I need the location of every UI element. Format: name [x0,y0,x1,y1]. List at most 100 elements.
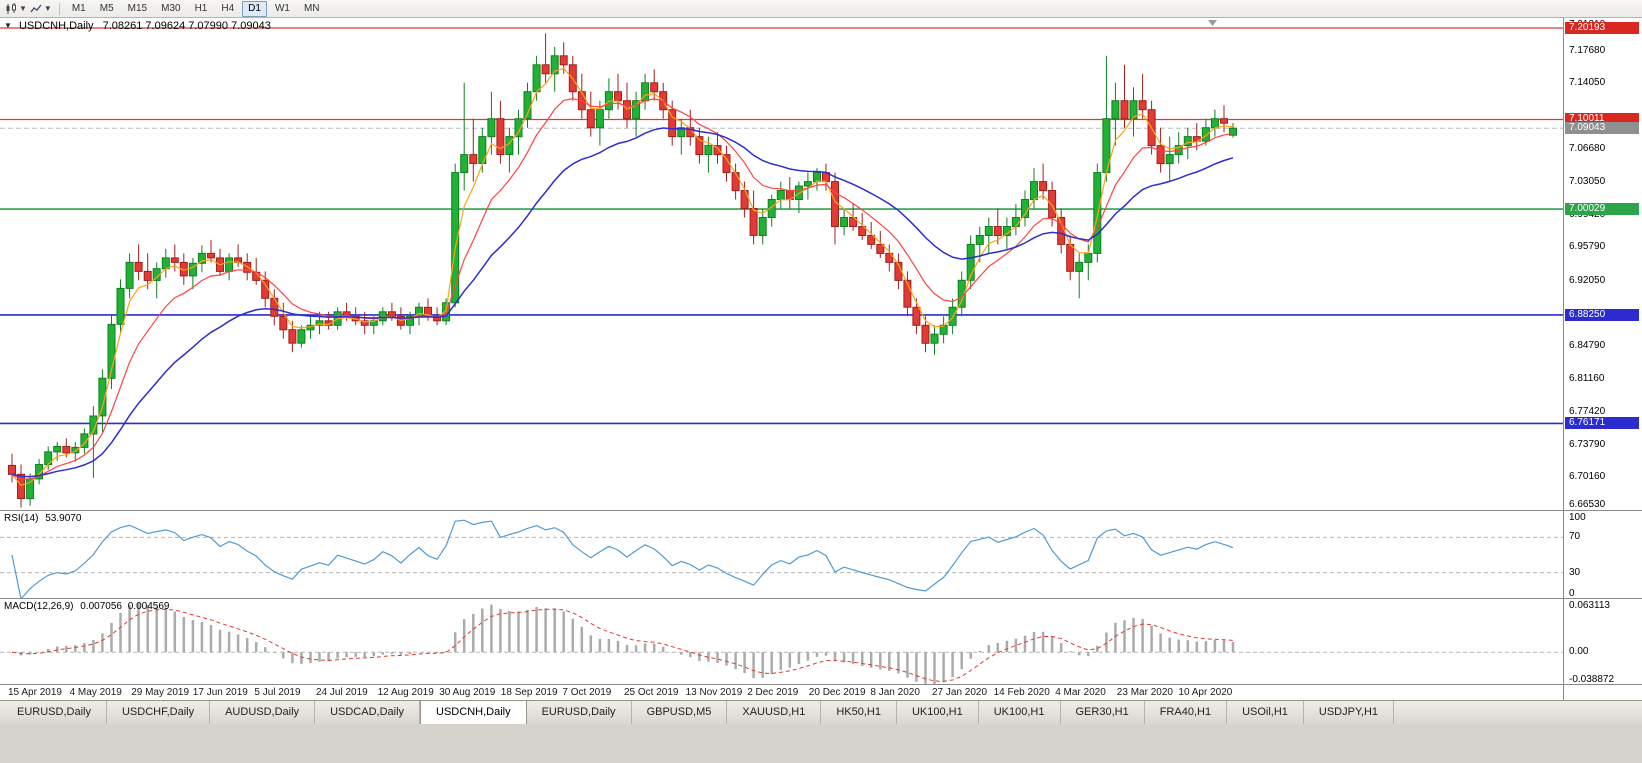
price-tick-label: 6.81160 [1569,372,1605,384]
chart-shift-marker-icon[interactable] [1208,20,1217,26]
candle [1066,235,1075,281]
candle [1165,136,1174,182]
candle [188,257,197,290]
price-chart-canvas[interactable] [0,18,1563,510]
timeframe-button-m15[interactable]: M15 [127,2,148,14]
rsi-pane[interactable]: RSI(14) 53.9070 [0,510,1563,601]
candle [632,91,641,137]
timeframe-toolbar: ▼ ▼ M1 M5 M15 M30 H1 H4 D1 W1 MN [0,0,1642,18]
rsi-scale[interactable]: 100 70 30 0 [1564,510,1642,599]
rsi-label: RSI(14) 53.9070 [4,513,81,524]
candle [143,253,152,290]
chart-tab-uk100-h1[interactable]: UK100,H1 [897,701,979,724]
price-scale[interactable]: 7.213107.176807.140507.066807.030506.994… [1563,18,1642,700]
candle [894,253,903,290]
candle [885,244,894,272]
candle [460,82,469,191]
candle [297,325,306,348]
macd-canvas[interactable] [0,599,1563,685]
candle [641,73,650,110]
chart-tab-gbpusd-m5[interactable]: GBPUSD,M5 [632,701,728,724]
candle [623,82,631,128]
timeframe-button-m30[interactable]: M30 [161,2,181,14]
timeframe-button-d1[interactable]: D1 [242,0,267,17]
chart-tab-audusd-daily[interactable]: AUDUSD,Daily [210,701,316,724]
candle [170,244,179,272]
timeframe-button-m1[interactable]: M1 [71,2,86,14]
chart-tab-usoil-h1[interactable]: USOil,H1 [1227,701,1304,724]
candle [903,271,912,317]
main-chart-svg[interactable] [0,18,1563,510]
candle [749,190,758,245]
chart-tab-usdchf-daily[interactable]: USDCHF,Daily [107,701,211,724]
date-axis-label: 30 Aug 2019 [439,687,496,698]
candle [966,235,975,290]
price-tick-label: 7.03050 [1569,176,1606,187]
chart-tab-ger30-h1[interactable]: GER30,H1 [1061,701,1145,724]
candle [1084,244,1093,281]
candle [35,459,44,485]
chart-tab-usdcad-daily[interactable]: USDCAD,Daily [315,701,421,724]
date-axis-label: 13 Nov 2019 [685,687,743,698]
chart-tab-fra40-h1[interactable]: FRA40,H1 [1145,701,1228,724]
candle [216,248,224,276]
candle [152,262,161,299]
timeframe-button-w1[interactable]: W1 [274,2,290,14]
macd-svg[interactable] [0,599,1563,685]
date-axis-label: 17 Jun 2019 [192,687,248,698]
indicators-icon[interactable] [30,3,43,15]
rsi-line [11,519,1234,601]
candle [939,316,948,344]
candle [776,181,785,209]
date-axis-label: 10 Apr 2020 [1178,687,1233,698]
timeframe-button-mn[interactable]: MN [303,2,320,14]
candle [1093,163,1102,263]
candle [831,172,839,245]
candle [505,127,514,173]
symbol-dropdown-icon[interactable]: ▼ [4,21,12,30]
chart-tab-eurusd-daily[interactable]: EURUSD,Daily [2,701,107,724]
date-axis[interactable]: 15 Apr 2019 4 May 2019 29 May 2019 17 Jun 2… [0,684,1563,700]
timeframe-button-m5[interactable]: M5 [99,2,114,14]
chart-tab-uk100-h1[interactable]: UK100,H1 [979,701,1061,724]
rsi-canvas[interactable] [0,511,1563,601]
date-axis-label: 29 May 2019 [131,687,190,698]
candle [17,464,25,508]
chart-tab-usdjpy-h1[interactable]: USDJPY,H1 [1304,701,1395,724]
candle [1220,105,1228,133]
rsi-svg[interactable] [0,511,1563,601]
chart-tab-xauusd-h1[interactable]: XAUUSD,H1 [727,701,822,724]
chart-tab-hk50-h1[interactable]: HK50,H1 [821,701,897,724]
candlestick-chart-type-icon[interactable] [5,2,18,15]
candle [912,298,921,335]
chart-tab-usdcnh-daily[interactable]: USDCNH,Daily [420,701,527,724]
main-chart-pane[interactable]: ▼ USDCNH,Daily 7.08261 7.09624 7.07990 7… [0,18,1563,510]
indicators-dropdown-caret-icon[interactable]: ▼ [43,4,52,13]
chart-ohlc-values: 7.08261 7.09624 7.07990 7.09043 [102,20,271,32]
candle [125,253,134,299]
toolbar-separator [58,2,60,15]
timeframe-button-h4[interactable]: H4 [221,2,235,14]
candle [984,217,993,254]
timeframe-button-h1[interactable]: H1 [194,2,208,14]
chart-type-dropdown-caret-icon[interactable]: ▼ [19,4,27,13]
chart-title: ▼ USDCNH,Daily 7.08261 7.09624 7.07990 7… [4,20,271,32]
date-axis-label: 24 Jul 2019 [316,687,368,698]
plot-column: ▼ USDCNH,Daily 7.08261 7.09624 7.07990 7… [0,18,1563,700]
price-tick-label: 7.06680 [1569,143,1606,155]
macd-tick-label: -0.038872 [1569,674,1615,685]
candle [550,46,559,92]
chart-tab-bar: EURUSD,Daily USDCHF,Daily AUDUSD,Daily USDC… [0,700,1642,724]
candle [433,307,442,326]
candle [867,222,876,249]
candle [677,118,686,155]
candle [1075,253,1084,299]
macd-scale[interactable]: 0.063113 0.00 -0.038872 [1564,598,1642,685]
macd-pane[interactable]: MACD(12,26,9) 0.007056 0.004569 [0,598,1563,685]
candle [53,442,62,461]
candle [930,325,939,355]
chart-tab-eurusd-daily[interactable]: EURUSD,Daily [527,701,632,724]
price-scale-main[interactable]: 7.213107.176807.140507.066807.030506.994… [1564,18,1642,510]
candle [496,100,505,164]
chart-symbol-period: USDCNH,Daily [18,20,94,32]
